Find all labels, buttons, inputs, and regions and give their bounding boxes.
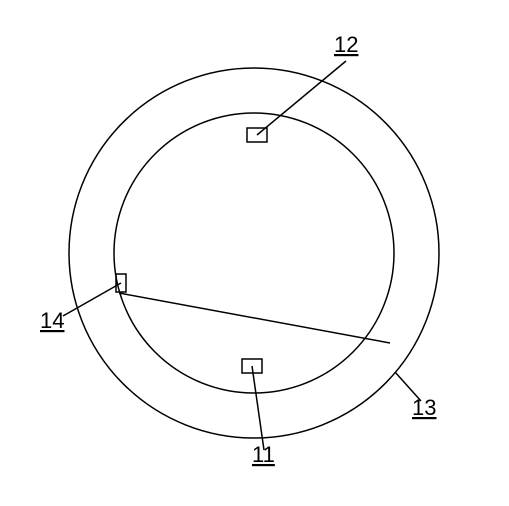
chord-line (119, 293, 390, 343)
inner-circle (114, 113, 394, 393)
label-12: 12 (334, 32, 358, 57)
label-13: 13 (412, 395, 436, 420)
label-14: 14 (40, 308, 64, 333)
label-11: 11 (252, 442, 275, 467)
leader-12 (257, 61, 346, 135)
